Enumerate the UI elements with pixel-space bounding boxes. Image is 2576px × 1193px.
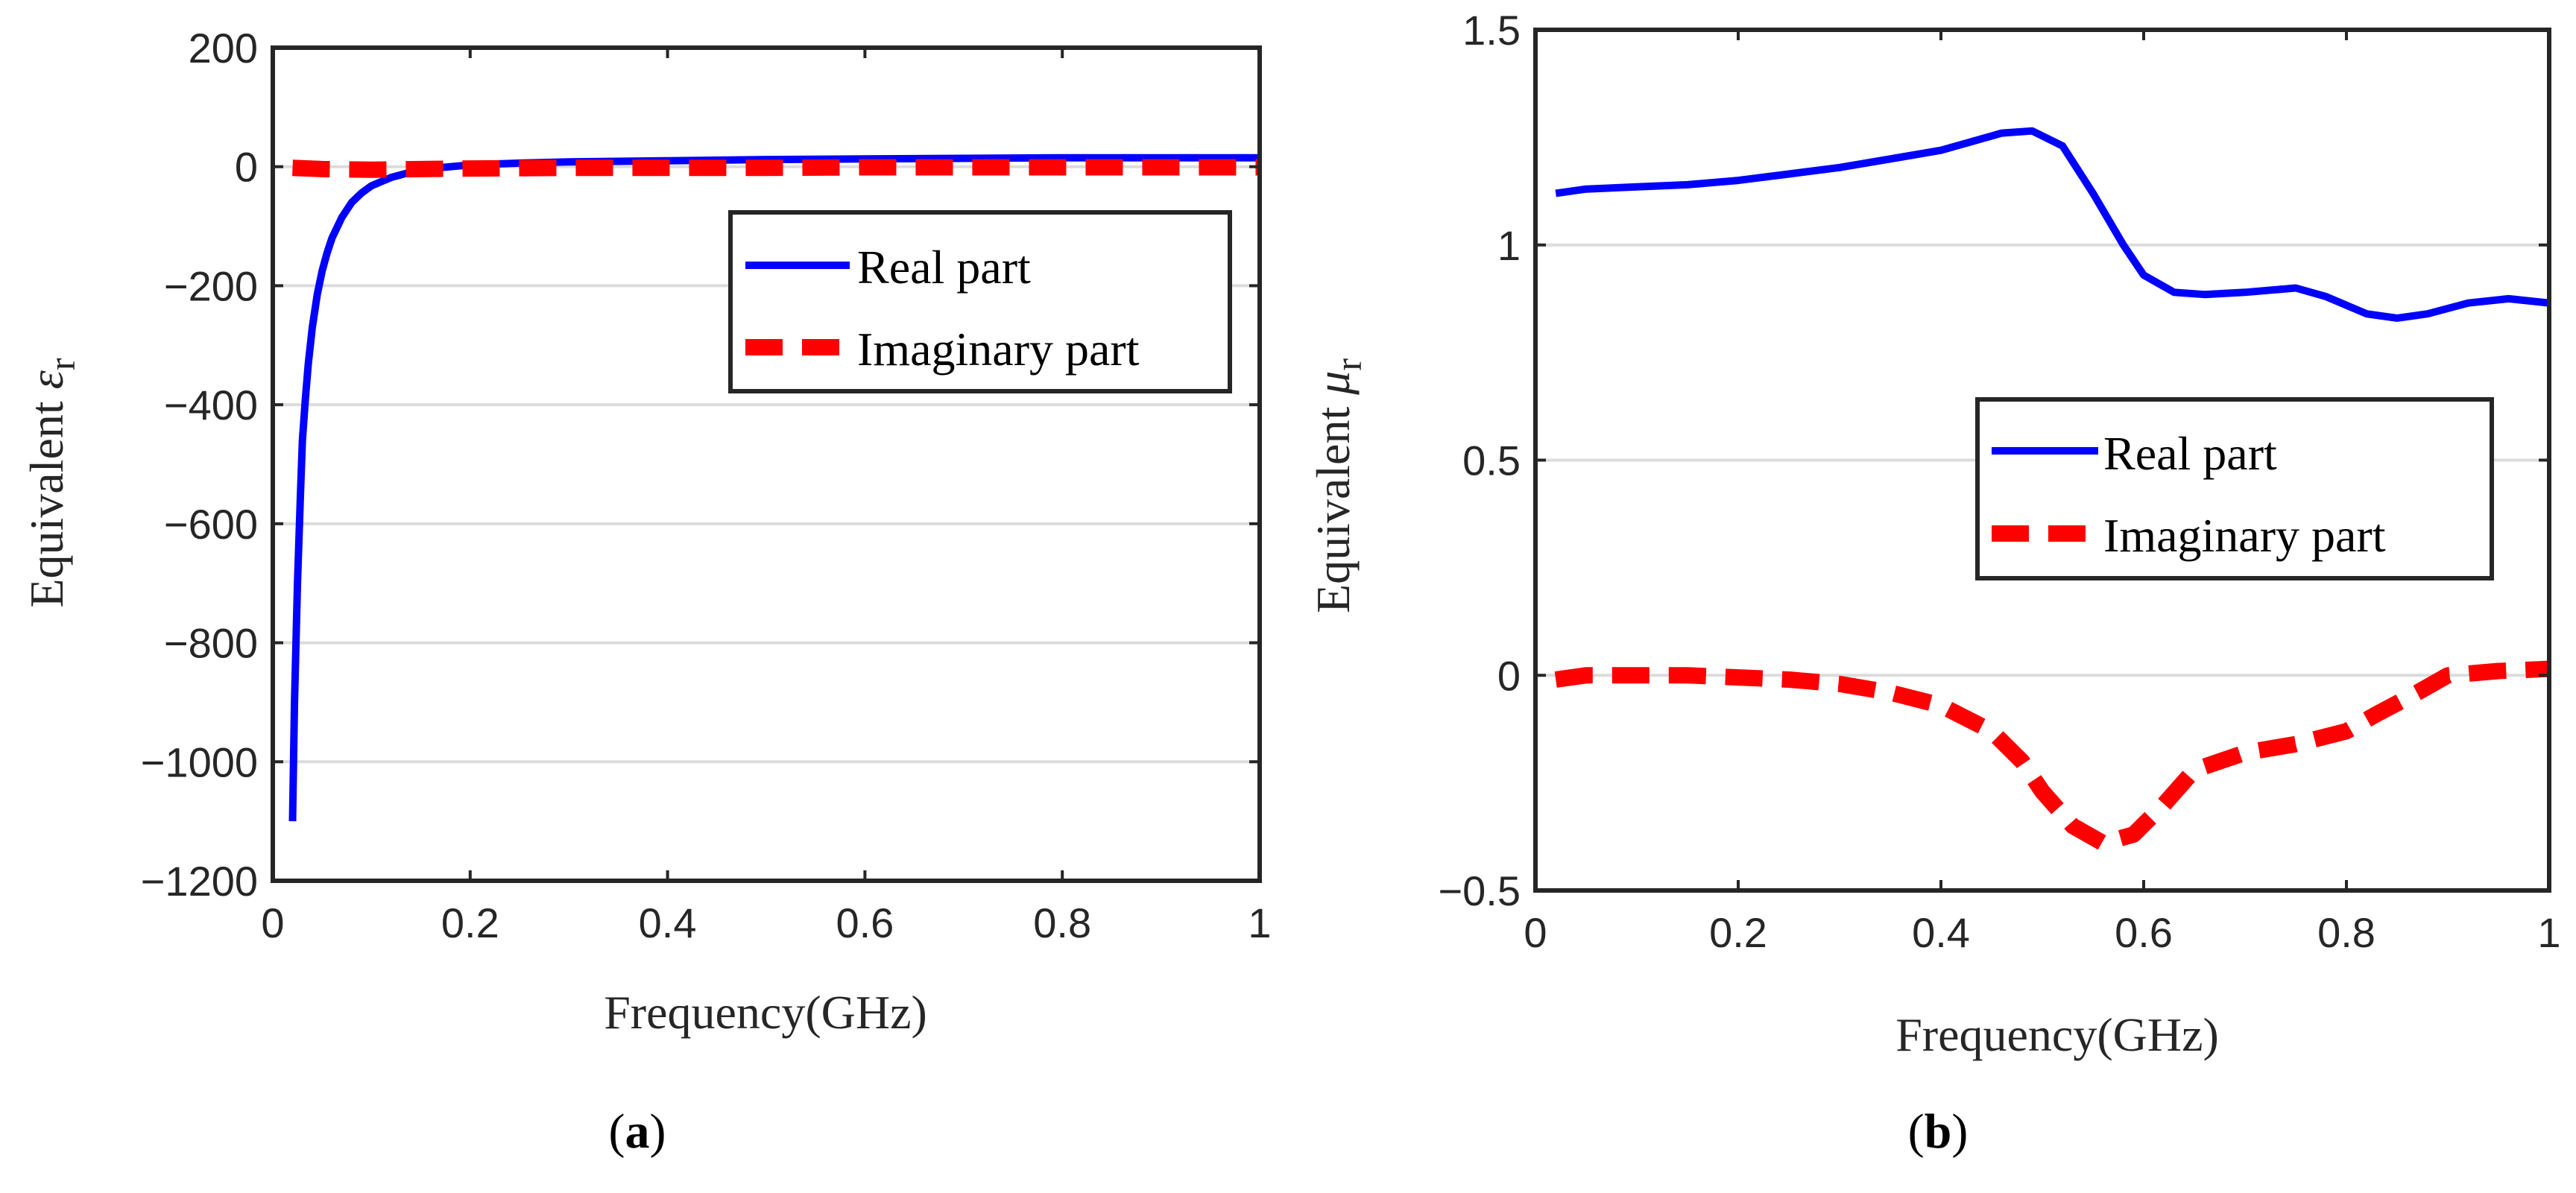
- panel-a-label: (a): [609, 1104, 666, 1159]
- panel-b-x-tick-label: 0.4: [1912, 909, 1970, 956]
- panel-b-x-tick-label: 0.2: [1709, 909, 1767, 956]
- panel-a-y-axis-title-symbol: ε: [20, 370, 73, 389]
- panel-b-imaginary-part-line: [1554, 660, 2549, 852]
- panel-b-y-axis-title-symbol: μ: [1307, 371, 1360, 396]
- panel-a-y-tick-label: 200: [189, 25, 258, 72]
- panel-a-y-axis-title: Equivalent εr: [20, 358, 83, 607]
- panel-b-y-tick-label: 0.5: [1462, 437, 1521, 484]
- panel-a-y-tick-label: 0: [235, 144, 258, 191]
- panel-a-y-axis-title-main: Equivalent: [20, 389, 73, 607]
- panel-a-y-tick-labels: 200 0 −200 −400 −600 −800 −1000 −1200: [141, 25, 258, 905]
- panel-b-legend: Real part Imaginary part: [1975, 397, 2494, 580]
- panel-b-y-axis-title: Equivalent μr: [1307, 358, 1369, 613]
- panel-a-legend-real-label: Real part: [857, 241, 1031, 294]
- panel-b-label-letter: b: [1925, 1104, 1952, 1159]
- panel-a-label-letter: a: [625, 1104, 650, 1159]
- panel-a-x-tick-label: 0: [261, 899, 284, 946]
- panel-b-permeability-chart: 0 0.2 0.4 0.6 0.8 1 1.510.50−0.5 Frequency(GH…: [1307, 7, 2561, 1159]
- panel-a-x-axis-title: Frequency(GHz): [604, 986, 927, 1039]
- panel-a-legend-box: [728, 210, 1232, 393]
- panel-a-y-axis-title-sub: r: [41, 358, 83, 370]
- panel-b-label: (b): [1908, 1104, 1969, 1159]
- panel-b-legend-real-label: Real part: [2103, 427, 2277, 480]
- panel-a-imaginary-part-line: [292, 159, 1260, 178]
- panel-b-y-axis-title-main: Equivalent: [1307, 395, 1360, 613]
- panel-b-tick-marks: [1534, 28, 2551, 892]
- panel-b-legend-imag-label: Imaginary part: [2103, 509, 2386, 562]
- panel-b-y-tick-label: −0.5: [1438, 867, 1521, 914]
- panel-b-x-axis-title: Frequency(GHz): [1895, 1008, 2219, 1061]
- panel-b-y-tick-label: 1: [1497, 222, 1521, 269]
- panel-b-series: [1554, 127, 2549, 852]
- panel-a-x-tick-label: 0.2: [441, 899, 499, 946]
- panel-b-y-tick-labels: 1.5 1 0.5 0 −0.5: [1438, 7, 1521, 914]
- panel-b-y-axis-title-sub: r: [1328, 358, 1369, 371]
- panel-a-y-tick-label: −1000: [141, 738, 258, 785]
- panel-a-plot-frame: [271, 45, 1262, 883]
- panel-b-real-part-line: [1555, 127, 2549, 322]
- panel-b-y-tick-label: 1.5: [1462, 7, 1521, 54]
- panel-a-legend: Real part Imaginary part: [728, 210, 1232, 393]
- panel-a-x-tick-label: 0.6: [836, 899, 894, 946]
- panel-a-y-tick-label: −400: [164, 382, 258, 428]
- panel-a-tick-marks: [271, 46, 1261, 882]
- panel-a-y-tick-label: −600: [164, 501, 258, 548]
- panel-b-x-tick-label: 0.8: [2317, 909, 2375, 956]
- panel-b-y-tick-label: 0: [1497, 652, 1521, 699]
- panel-a-y-tick-label: −800: [164, 620, 258, 667]
- panel-a-x-tick-label: 0.4: [639, 899, 697, 946]
- panel-b-x-tick-labels: 0 0.2 0.4 0.6 0.8 1: [1524, 909, 2560, 956]
- panel-b-x-tick-label: 0: [1524, 909, 1547, 956]
- panel-a-x-tick-labels: 0 0.2 0.4 0.6 0.8 1: [261, 899, 1271, 946]
- panel-a-legend-imag-label: Imaginary part: [857, 323, 1140, 376]
- panel-a-y-tick-label: −1200: [141, 858, 258, 905]
- panel-a-y-tick-label: −200: [164, 262, 258, 309]
- panel-b-x-tick-label: 0.6: [2115, 909, 2173, 956]
- panel-a-x-tick-label: 1: [1248, 899, 1271, 946]
- panel-b-legend-box: [1975, 397, 2494, 580]
- panel-a-real-part-line: [288, 154, 1260, 822]
- panel-a-permittivity-chart: 0 0.2 0.4 0.6 0.8 1 200 0 −200 −400 −600 −800 −1000…: [20, 25, 1272, 1159]
- panel-a-series: [288, 154, 1260, 822]
- panel-b-x-tick-label: 1: [2537, 909, 2560, 956]
- panel-a-x-tick-label: 0.8: [1033, 899, 1091, 946]
